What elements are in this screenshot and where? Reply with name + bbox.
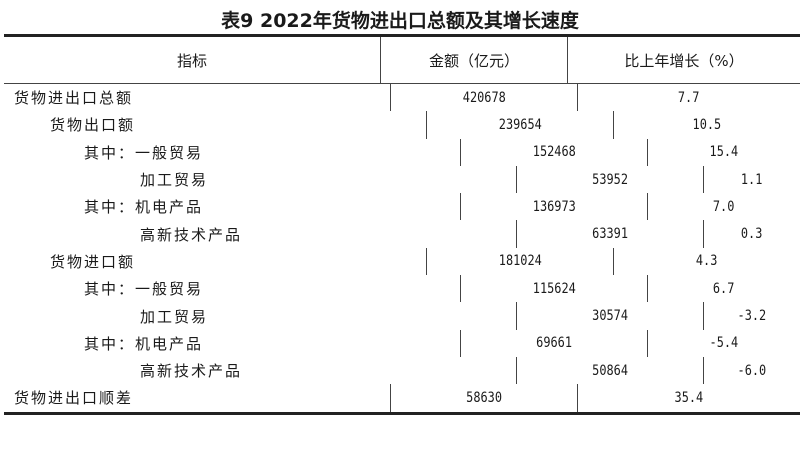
row-amount: 58630 — [466, 389, 502, 406]
header-indicator: 指标 — [176, 51, 207, 70]
row-growth: 4.3 — [696, 253, 718, 270]
row-amount: 420678 — [462, 89, 506, 106]
row-label: 其中：机电产品 — [84, 334, 204, 353]
row-amount: 53952 — [592, 171, 628, 188]
table-row: 货物进出口顺差 58630 35.4 — [4, 384, 800, 412]
row-amount: 181024 — [498, 253, 542, 270]
table-row: 其中：一般贸易 152468 15.4 — [4, 138, 800, 166]
row-label: 加工贸易 — [140, 307, 209, 326]
row-amount: 136973 — [532, 198, 576, 215]
row-label: 其中：一般贸易 — [84, 280, 204, 299]
row-label: 加工贸易 — [140, 171, 209, 190]
row-growth: 6.7 — [713, 280, 735, 297]
row-label: 其中：机电产品 — [84, 198, 204, 217]
table-header: 指标 金额（亿元） 比上年增长（%） — [4, 37, 800, 84]
row-growth: 10.5 — [692, 116, 722, 133]
row-label: 货物进出口总额 — [14, 89, 134, 108]
row-amount: 63391 — [592, 226, 628, 243]
row-amount: 30574 — [592, 308, 628, 325]
table-row: 高新技术产品 63391 0.3 — [4, 220, 800, 248]
row-growth: 35.4 — [674, 389, 704, 406]
row-amount: 50864 — [592, 362, 628, 379]
table-body: 货物进出口总额 420678 7.7 货物出口额 239654 10.5 其中：一般贸易 15… — [4, 84, 800, 412]
table-title: 表9 2022年货物进出口总额及其增长速度 — [221, 10, 579, 32]
row-label: 货物进出口顺差 — [14, 389, 134, 408]
table-row: 高新技术产品 50864 -6.0 — [4, 356, 800, 385]
header-amount: 金额（亿元） — [380, 37, 567, 83]
row-label: 货物出口额 — [50, 116, 136, 135]
row-growth: 1.1 — [741, 171, 763, 188]
table-row: 其中：机电产品 136973 7.0 — [4, 193, 800, 221]
row-label: 高新技术产品 — [140, 225, 243, 244]
row-growth: 7.7 — [678, 89, 700, 106]
table-row: 加工贸易 30574 -3.2 — [4, 302, 800, 330]
row-label: 其中：一般贸易 — [84, 143, 204, 162]
table-row: 货物进出口总额 420678 7.7 — [4, 84, 800, 112]
table-row: 其中：一般贸易 115624 6.7 — [4, 275, 800, 303]
row-growth: 7.0 — [713, 198, 735, 215]
table-row: 加工贸易 53952 1.1 — [4, 165, 800, 194]
row-amount: 152468 — [532, 144, 576, 161]
row-growth: 0.3 — [741, 226, 763, 243]
row-growth: -5.4 — [709, 335, 739, 352]
row-amount: 69661 — [536, 335, 572, 352]
row-label: 高新技术产品 — [140, 362, 243, 381]
header-growth: 比上年增长（%） — [567, 37, 800, 83]
table-row: 货物出口额 239654 10.5 — [4, 111, 800, 139]
row-growth: 15.4 — [709, 144, 739, 161]
table-row: 其中：机电产品 69661 -5.4 — [4, 329, 800, 357]
row-amount: 239654 — [498, 116, 542, 133]
row-label: 货物进口额 — [50, 252, 136, 271]
row-growth: -6.0 — [737, 362, 767, 379]
row-amount: 115624 — [532, 280, 576, 297]
table-row: 货物进口额 181024 4.3 — [4, 247, 800, 276]
data-table: 指标 金额（亿元） 比上年增长（%） 货物进出口总额 420678 7.7 货物出口额… — [4, 34, 800, 415]
row-growth: -3.2 — [737, 308, 767, 325]
